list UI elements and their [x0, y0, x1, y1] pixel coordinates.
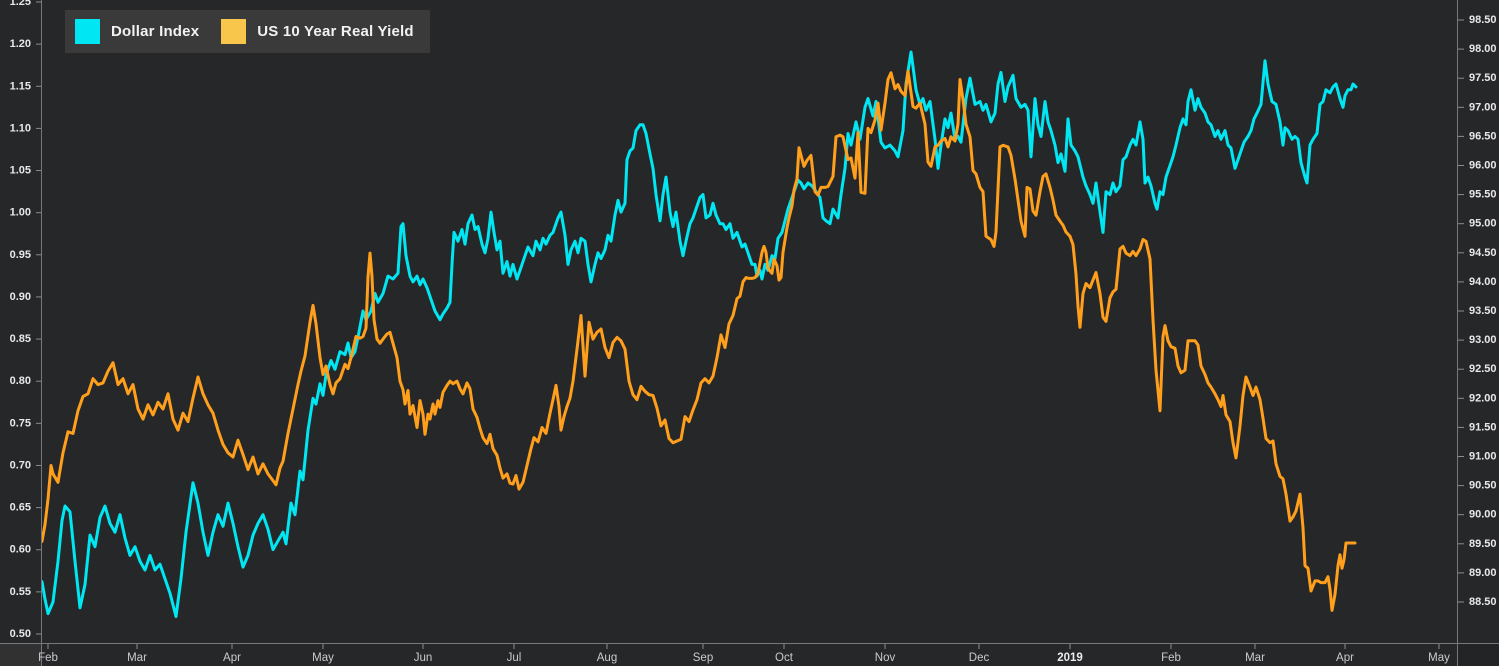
legend-label-us-10-year-real-yield: US 10 Year Real Yield	[257, 23, 414, 40]
right-axis-label: 89.00	[1469, 567, 1497, 579]
time-axis-label: May	[1428, 652, 1450, 664]
legend-label-dollar-index: Dollar Index	[111, 23, 200, 40]
left-axis-label: 0.60	[10, 544, 31, 556]
left-axis-label: 0.50	[10, 628, 31, 640]
series-lines	[42, 50, 1358, 618]
right-axis-label: 88.50	[1469, 596, 1497, 608]
left-axis-label: 0.95	[10, 249, 31, 261]
bottom-right-corner-box	[1458, 644, 1499, 666]
right-axis-label: 90.50	[1469, 480, 1497, 492]
right-axis-label: 92.00	[1469, 392, 1497, 404]
time-axis-label: Apr	[1336, 652, 1354, 664]
left-axis-label: 1.10	[10, 122, 31, 134]
right-axis-label: 94.00	[1469, 276, 1497, 288]
time-axis-label: Sep	[693, 652, 713, 664]
left-axis-label: 1.15	[10, 80, 31, 92]
series-line-dollar-index	[42, 50, 1358, 618]
right-axis-label: 95.00	[1469, 218, 1497, 230]
left-axis-label: 0.85	[10, 333, 31, 345]
right-axis-label: 93.00	[1469, 334, 1497, 346]
time-axis-label: Dec	[969, 652, 990, 664]
right-axis-label: 98.00	[1469, 43, 1497, 55]
left-axis-label: 0.80	[10, 375, 31, 387]
legend-item-us-10-year-real-yield: US 10 Year Real Yield	[221, 19, 414, 44]
left-axis-label: 0.90	[10, 291, 31, 303]
bottom-left-corner-box	[0, 644, 41, 666]
time-axis-label: Feb	[1161, 652, 1181, 664]
time-axis-label: Mar	[1245, 652, 1265, 664]
time-axis-label: Mar	[127, 652, 147, 664]
right-axis-label: 90.00	[1469, 509, 1497, 521]
right-axis-label: 89.50	[1469, 538, 1497, 550]
right-price-scale[interactable]	[1458, 0, 1499, 643]
time-axis-label: Apr	[223, 652, 241, 664]
plot-area[interactable]	[42, 0, 1457, 643]
time-axis-label: 2019	[1057, 652, 1083, 664]
time-axis-label: Feb	[38, 652, 58, 664]
right-axis-label: 95.50	[1469, 189, 1497, 201]
left-price-scale[interactable]	[0, 0, 41, 643]
time-axis-label: Nov	[875, 652, 896, 664]
right-axis-label: 96.00	[1469, 160, 1497, 172]
left-axis-label: 0.65	[10, 502, 31, 514]
left-axis-label: 1.25	[10, 0, 31, 8]
right-axis-label: 97.00	[1469, 101, 1497, 113]
left-axis-label: 0.70	[10, 459, 31, 471]
left-axis-label: 0.75	[10, 417, 31, 429]
left-axis-label: 1.05	[10, 165, 31, 177]
right-axis-label: 97.50	[1469, 72, 1497, 84]
right-axis-label: 94.50	[1469, 247, 1497, 259]
left-axis-ticks: 0.50 0.55 0.60 0.65 0.70 0.75 0.80 0.85 0.90 0.95…	[10, 0, 41, 640]
legend-item-dollar-index: Dollar Index	[75, 19, 199, 44]
time-scale[interactable]	[0, 644, 1499, 666]
right-axis-label: 98.50	[1469, 14, 1497, 26]
right-axis-label: 91.00	[1469, 451, 1497, 463]
real-yield-color-swatch-icon	[221, 19, 247, 44]
time-axis-label: Jun	[414, 652, 433, 664]
left-axis-label: 1.00	[10, 207, 31, 219]
time-axis-label: Aug	[597, 652, 617, 664]
time-axis-ticks: Feb Mar Apr May Jun Jul Aug Sep Oct Nov Dec 2019 Feb…	[38, 644, 1450, 664]
left-axis-label: 1.20	[10, 38, 31, 50]
legend: Dollar Index US 10 Year Real Yield	[65, 10, 430, 53]
time-axis-label: May	[312, 652, 334, 664]
dollar-index-color-swatch-icon	[75, 19, 100, 44]
right-axis-ticks: 88.50 89.00 89.50 90.00 90.50 91.00 91.50 92.00…	[1458, 14, 1497, 608]
right-axis-label: 91.50	[1469, 421, 1497, 433]
time-axis-label: Oct	[775, 652, 794, 664]
series-line-us-10-year-real-yield	[42, 69, 1357, 612]
right-axis-label: 93.50	[1469, 305, 1497, 317]
left-axis-label: 0.55	[10, 586, 31, 598]
time-axis-label: Jul	[507, 652, 522, 664]
right-axis-label: 96.50	[1469, 130, 1497, 142]
right-axis-label: 92.50	[1469, 363, 1497, 375]
